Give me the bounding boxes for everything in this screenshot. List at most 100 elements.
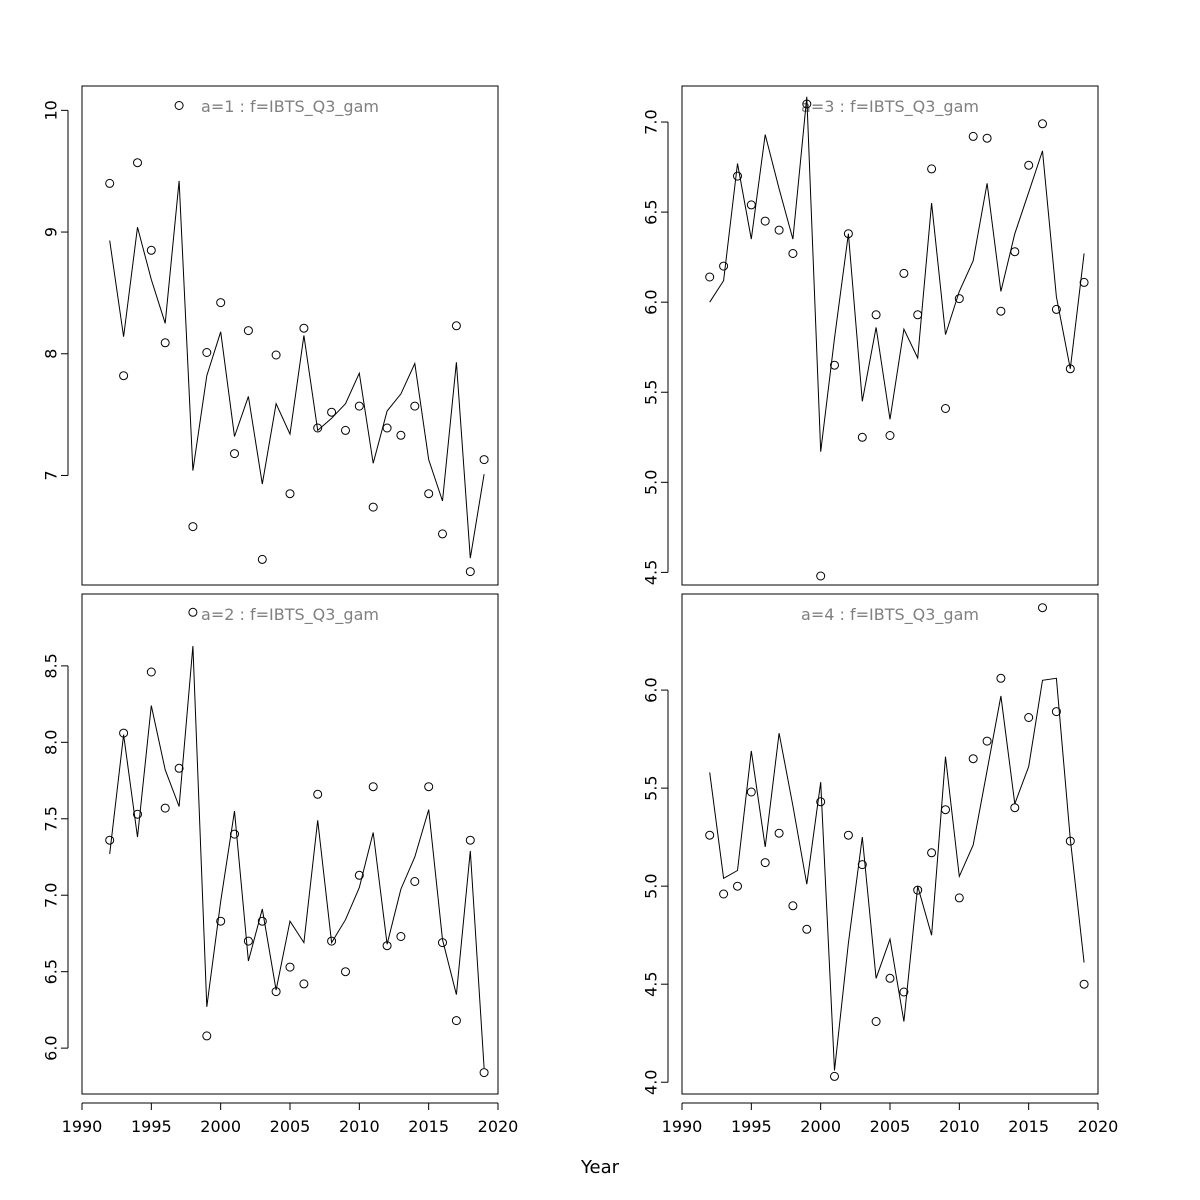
observed-point: [146, 667, 156, 677]
plot-frame: [81, 593, 499, 1095]
observed-point: [830, 360, 839, 370]
y-tick-label: 10: [42, 100, 61, 120]
observed-point: [465, 567, 475, 577]
observed-point: [174, 763, 184, 773]
plot-frame: [81, 85, 499, 586]
observed-point: [899, 987, 909, 997]
panel-4: 4.0 4.5 5.0 5.5 6.0 1990 1995 2000 2005 2010 2015 2…: [642, 593, 1118, 1136]
observed-point: [271, 350, 281, 360]
observed-point: [885, 431, 895, 440]
observed-point: [202, 348, 212, 357]
x-tick-label: 2020: [478, 1117, 519, 1136]
observed-point: [424, 489, 434, 499]
observed-point: [982, 736, 992, 746]
observed-point: [188, 522, 198, 532]
observed-point: [105, 178, 115, 188]
x-tick-label: 1995: [131, 1117, 172, 1136]
observed-point: [327, 407, 337, 417]
observed-point: [1079, 277, 1089, 287]
observed-point: [285, 489, 295, 499]
observed-point: [843, 830, 853, 840]
observed-point: [479, 1068, 489, 1078]
observed-point: [913, 885, 923, 895]
observed-point: [1051, 707, 1061, 717]
observed-point: [438, 529, 447, 539]
observed-point: [941, 404, 950, 413]
panel-1: 7 8 9 10 a=1 : f=IBTS_Q3_gam: [42, 85, 499, 586]
observed-point: [760, 858, 770, 868]
observed-point: [368, 782, 378, 792]
observed-point: [996, 306, 1006, 316]
fitted-line: [709, 96, 1085, 452]
observed-point: [382, 423, 392, 433]
observed-point: [410, 401, 420, 411]
observed-point: [774, 828, 784, 838]
observed-point: [354, 401, 364, 411]
y-tick-label: 5.0: [642, 873, 661, 898]
observed-point: [410, 877, 420, 886]
observed-point: [313, 789, 323, 799]
observed-point: [133, 158, 142, 168]
y-tick-label: 8.5: [42, 653, 61, 678]
panel-title: a=3 : f=IBTS_Q3_gam: [801, 97, 979, 117]
panel-title: a=2 : f=IBTS_Q3_gam: [201, 605, 379, 625]
observed-point: [299, 323, 309, 333]
observed-point: [746, 787, 756, 797]
observed-point: [816, 797, 826, 807]
observed-point: [451, 321, 461, 331]
observed-point: [160, 338, 170, 348]
y-tick-label: 7: [42, 470, 61, 480]
observed-point: [479, 455, 489, 465]
observed-point: [705, 272, 715, 282]
y-tick-label: 5.5: [642, 380, 661, 405]
observed-point: [927, 164, 937, 174]
observed-point: [105, 835, 115, 845]
x-tick-label: 2000: [800, 1117, 841, 1136]
panel-2: 4.5 5.0 5.5 6.0 6.5 7.0 a=3 : f=IBTS_Q3_gam: [642, 85, 1099, 586]
fitted-line: [709, 677, 1085, 1071]
y-tick-label: 6.5: [642, 199, 661, 224]
observed-point: [968, 131, 978, 141]
observed-point: [802, 924, 812, 934]
y-tick-label: 7.0: [42, 882, 61, 907]
observed-point: [243, 326, 253, 336]
observed-point: [1024, 713, 1034, 722]
y-tick-label: 9: [42, 227, 61, 237]
panel-title: a=4 : f=IBTS_Q3_gam: [801, 605, 979, 625]
observed-point: [327, 936, 337, 946]
observed-point: [257, 916, 267, 926]
observed-point: [216, 916, 226, 926]
y-tick-label: 4.0: [642, 1070, 661, 1095]
observed-point: [1010, 247, 1020, 257]
observed-point: [243, 936, 253, 946]
y-tick-label: 6.0: [642, 289, 661, 314]
observed-point: [341, 967, 350, 977]
observed-point: [341, 425, 350, 435]
observed-point: [1010, 803, 1020, 813]
x-tick-label: 1995: [731, 1117, 772, 1136]
x-tick-label: 1990: [62, 1117, 103, 1136]
x-tick-label: 2015: [408, 1117, 449, 1136]
observed-point: [830, 1071, 839, 1081]
observed-point: [160, 803, 170, 813]
panels: 7 8 9 10 a=1 : f=IBTS_Q3_gam 4.5 5.0 5.5 6.0 6.5 7…: [42, 85, 1118, 1136]
fitted-line: [109, 645, 485, 1069]
observed-point: [746, 200, 756, 210]
y-tick-label: 6.5: [42, 959, 61, 984]
observed-point: [719, 261, 729, 271]
y-tick-label: 7.5: [42, 806, 61, 831]
observed-point: [1038, 603, 1047, 613]
observed-point: [368, 502, 378, 512]
y-tick-label: 5.0: [642, 470, 661, 495]
y-tick-label: 5.5: [642, 775, 661, 800]
observed-point: [1038, 119, 1047, 129]
observed-point: [424, 782, 434, 792]
observed-point: [788, 249, 798, 258]
panel-title: a=1 : f=IBTS_Q3_gam: [201, 97, 379, 117]
observed-point: [174, 101, 184, 110]
x-tick-label: 2015: [1008, 1117, 1049, 1136]
observed-point: [230, 449, 239, 459]
observed-point: [774, 225, 784, 235]
observed-point: [913, 310, 923, 320]
